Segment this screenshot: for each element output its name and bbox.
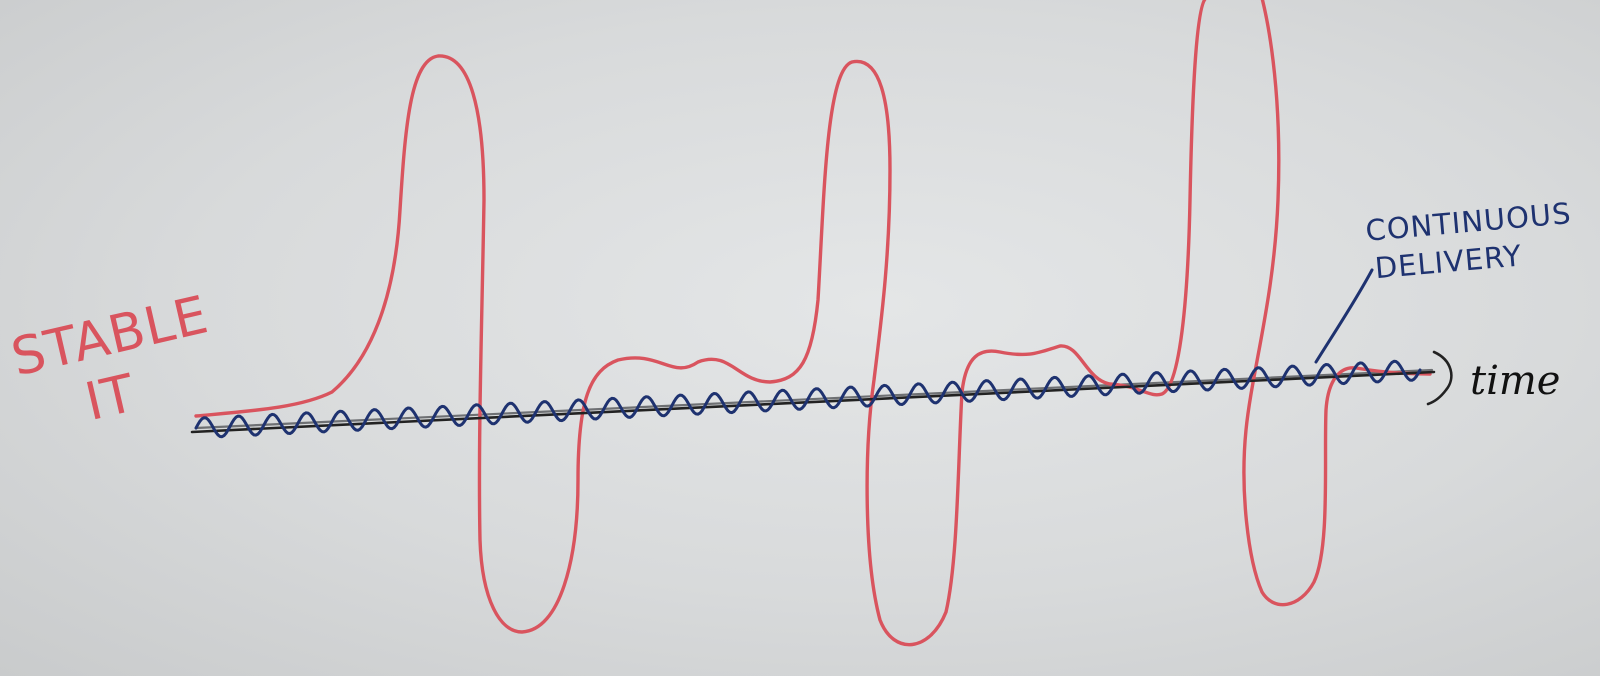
continuous-delivery-curve xyxy=(194,359,1422,439)
stable-it-curve xyxy=(194,0,1432,647)
time-axis-arrowhead xyxy=(1426,350,1453,406)
baseline-line xyxy=(194,368,1434,430)
continuous-delivery-pointer xyxy=(1314,268,1374,364)
time-axis-label: time xyxy=(1470,358,1561,404)
